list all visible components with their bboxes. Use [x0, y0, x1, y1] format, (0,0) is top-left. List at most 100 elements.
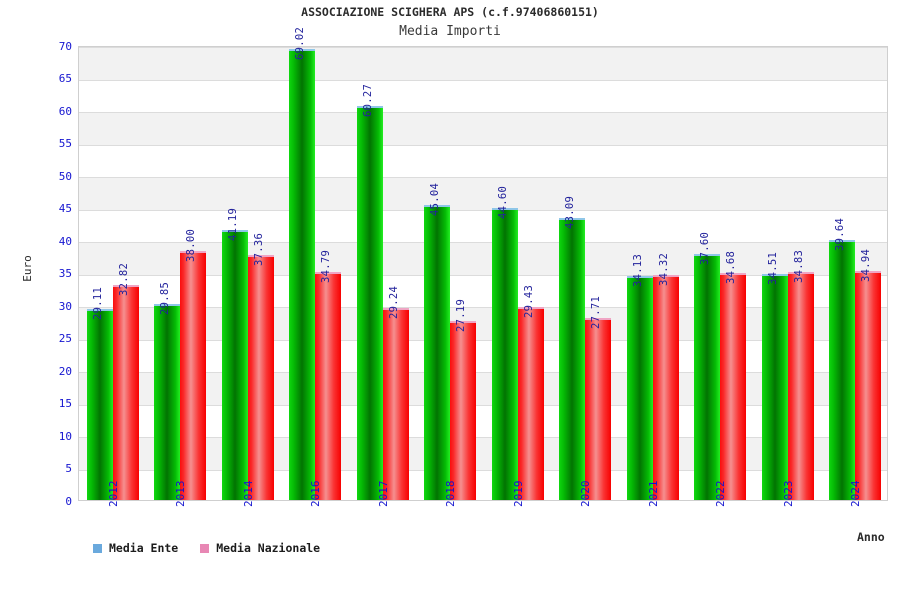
- x-axis-tick-label: 2021: [646, 480, 660, 508]
- grid-band: [79, 47, 887, 80]
- x-axis-ticks: 2012 2013 2014 2016 2017 2018 2019 2020 2021 2022…: [78, 481, 888, 543]
- y-axis-tick-label: 5: [65, 462, 72, 475]
- grid-band: [79, 112, 887, 145]
- y-axis-tick-label: 60: [58, 104, 72, 118]
- bar-value-label: 32.82: [117, 262, 130, 296]
- y-axis-tick-label: 15: [58, 397, 72, 410]
- bar-media-ente-2021[interactable]: [626, 276, 653, 500]
- plot-area: [78, 46, 888, 501]
- bar-media-ente-2013[interactable]: [154, 303, 181, 500]
- gridline: [79, 47, 887, 48]
- y-axis-tick-label: 0: [65, 494, 72, 508]
- bar-value-label: 39.64: [834, 218, 847, 252]
- bar-media-nazionale-2021[interactable]: [652, 274, 679, 500]
- grid-band: [79, 307, 887, 340]
- x-axis-tick-label: 2022: [714, 480, 728, 508]
- bar-media-ente-2018[interactable]: [424, 205, 451, 500]
- bar-value-label: 34.51: [766, 251, 779, 285]
- grid-band: [79, 437, 887, 470]
- x-axis-tick-label: 2016: [309, 480, 323, 508]
- bar-media-nazionale-2020[interactable]: [585, 317, 612, 500]
- bar-media-ente-2016[interactable]: [289, 49, 316, 500]
- bar-media-nazionale-2012[interactable]: [112, 284, 139, 500]
- bar-value-label: 34.83: [792, 249, 805, 283]
- bar-media-nazionale-2022[interactable]: [720, 272, 747, 500]
- bar-value-label: 34.79: [320, 249, 333, 283]
- x-axis-tick-label: 2018: [444, 480, 458, 508]
- bar-value-label: 60.27: [361, 84, 374, 118]
- bar-media-nazionale-2023[interactable]: [787, 271, 814, 500]
- bar-value-label: 34.94: [860, 248, 873, 282]
- gridline: [79, 274, 887, 276]
- bar-media-nazionale-2013[interactable]: [180, 251, 207, 500]
- x-axis-tick-label: 2014: [241, 480, 255, 508]
- y-axis-tick-label: 45: [58, 202, 72, 215]
- bar-media-ente-2022[interactable]: [694, 253, 721, 500]
- legend-swatch-icon: [200, 543, 210, 553]
- gridline: [79, 437, 887, 438]
- bars-layer: [79, 47, 887, 500]
- legend-item[interactable]: Media Nazionale: [200, 541, 320, 555]
- bar-value-label: 34.68: [725, 250, 738, 284]
- legend-label: Media Ente: [109, 541, 179, 555]
- y-axis-tick-label: 40: [58, 234, 72, 248]
- chart-title: ASSOCIAZIONE SCIGHERA APS (c.f.974068601…: [301, 5, 599, 19]
- bar-value-label: 29.11: [91, 286, 104, 320]
- legend-item[interactable]: Media Ente: [93, 541, 178, 555]
- bar-value-label: 29.43: [522, 284, 535, 318]
- bar-media-ente-2017[interactable]: [356, 106, 383, 500]
- bar-media-ente-2012[interactable]: [86, 308, 113, 500]
- bar-value-label: 44.60: [496, 185, 509, 220]
- x-axis-tick-label: 2019: [511, 480, 525, 508]
- bar-value-label: 45.04: [429, 183, 442, 217]
- y-axis-tick-label: 70: [58, 39, 72, 53]
- gridline: [79, 404, 887, 406]
- y-axis-tick-label: 55: [58, 137, 72, 150]
- grid-band: [79, 372, 887, 405]
- bar-media-ente-2019[interactable]: [491, 208, 518, 500]
- gridline: [79, 372, 887, 373]
- bar-value-label: 29.24: [387, 285, 400, 319]
- bar-media-ente-2023[interactable]: [761, 273, 788, 500]
- bar-media-nazionale-2019[interactable]: [517, 306, 544, 500]
- gridline: [79, 469, 887, 471]
- bar-media-ente-2024[interactable]: [829, 240, 856, 500]
- x-axis-tick-label: 2024: [849, 480, 863, 508]
- gridline: [79, 177, 887, 178]
- bar-value-label: 41.19: [226, 208, 239, 242]
- y-axis-tick-label: 50: [58, 169, 72, 183]
- y-axis-tick-label: 65: [58, 72, 72, 85]
- bar-media-nazionale-2016[interactable]: [315, 271, 342, 500]
- bar-value-label: 37.36: [252, 233, 265, 267]
- y-axis-ticks: 70 65 60 55 50 45 40 35 30 25 20 15 10 5 0: [0, 41, 72, 507]
- bar-media-ente-2020[interactable]: [559, 217, 586, 500]
- bar-media-nazionale-2017[interactable]: [382, 307, 409, 500]
- bar-media-nazionale-2018[interactable]: [450, 321, 477, 500]
- x-axis-tick-label: 2013: [174, 480, 188, 508]
- bar-value-label: 34.32: [657, 252, 670, 286]
- bar-value-label: 34.13: [631, 254, 644, 288]
- bar-value-label: 69.02: [294, 27, 307, 61]
- gridline: [79, 307, 887, 308]
- bar-media-nazionale-2024[interactable]: [855, 270, 882, 500]
- y-axis-tick-label: 35: [58, 267, 72, 280]
- y-axis-tick-label: 10: [58, 429, 72, 443]
- gridline: [79, 112, 887, 113]
- bar-value-label: 27.71: [590, 295, 603, 329]
- bar-media-ente-2014[interactable]: [221, 230, 248, 500]
- grid-band: [79, 242, 887, 275]
- bar-value-label: 38.00: [185, 228, 198, 262]
- gridline: [79, 144, 887, 146]
- bar-media-nazionale-2014[interactable]: [247, 255, 274, 500]
- bar-value-label: 27.19: [455, 299, 468, 333]
- legend-swatch-icon: [93, 543, 102, 553]
- y-axis-tick-label: 25: [58, 332, 72, 345]
- gridline: [79, 242, 887, 243]
- x-axis-tick-label: 2012: [106, 480, 120, 508]
- y-axis-tick-label: 20: [58, 364, 72, 378]
- gridline: [79, 209, 887, 211]
- y-axis-tick-label: 30: [58, 299, 72, 313]
- legend-label: Media Nazionale: [216, 541, 321, 555]
- grid-band: [79, 177, 887, 210]
